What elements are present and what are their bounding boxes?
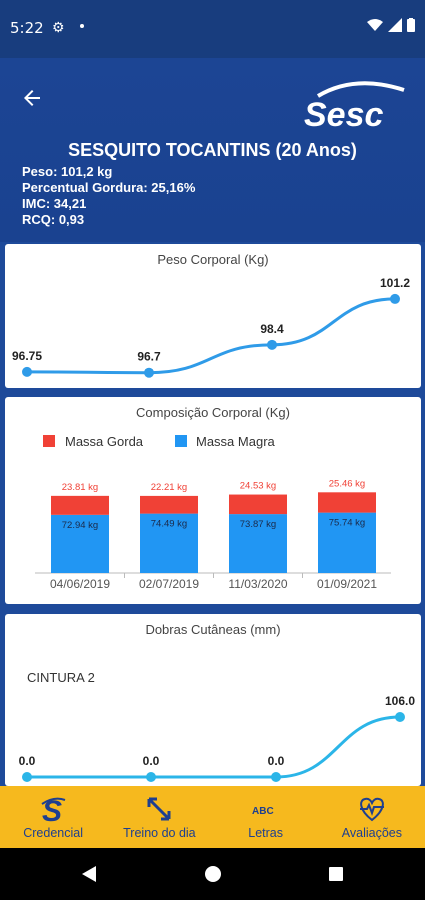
bar-label-massa-magra: 75.74 kg [329, 518, 365, 529]
weight-chart-card: Peso Corporal (Kg) 96.75 96.7 98.4 101.2 [5, 244, 421, 388]
bar-label-massa-magra: 74.49 kg [151, 519, 187, 530]
system-icons [367, 18, 415, 32]
back-triangle-icon[interactable] [80, 865, 98, 883]
nav-avaliacoes[interactable]: Avaliações [319, 786, 425, 848]
weight-point [390, 293, 400, 304]
legend-label-massa-gorda: Massa Gorda [65, 434, 144, 449]
info-rcq: RCQ: 0,93 [22, 212, 85, 227]
resize-arrows-icon [147, 797, 171, 821]
legend-label-massa-magra: Massa Magra [196, 434, 276, 449]
sesc-s-icon: S [41, 795, 66, 824]
bar-label-massa-gorda: 24.53 kg [240, 481, 276, 492]
weight-data-label: 96.7 [137, 350, 161, 364]
nav-label: Credencial [23, 826, 83, 840]
skinfold-point [395, 712, 405, 722]
profile-header: Sesc SESQUITO TOCANTINS (20 Anos) Peso: … [0, 58, 425, 242]
chart-title: Peso Corporal (Kg) [157, 252, 269, 267]
abc-icon: ABC [252, 806, 274, 817]
profile-info: Peso: 101,2 kg Percentual Gordura: 25,16… [22, 164, 195, 228]
skinfold-point [22, 772, 32, 782]
nav-credencial[interactable]: S Credencial [0, 786, 106, 848]
nav-letras[interactable]: ABC Letras [213, 786, 319, 848]
x-tick-label: 01/09/2021 [317, 577, 377, 591]
nav-label: Avaliações [341, 826, 402, 840]
skinfold-point [146, 772, 156, 782]
chart-title: Composição Corporal (Kg) [136, 405, 290, 420]
info-imc: IMC: 34,21 [22, 196, 87, 211]
x-tick-label: 11/03/2020 [228, 577, 287, 591]
nav-label: Letras [248, 826, 283, 840]
info-peso: Peso: 101,2 kg [22, 164, 113, 179]
system-navigation-bar [0, 848, 425, 900]
nav-label: Treino do dia [123, 826, 196, 840]
skinfold-data-label: 0.0 [268, 754, 285, 768]
weight-point [267, 339, 277, 350]
battery-icon [407, 18, 415, 32]
bar-massa-gorda [140, 495, 198, 514]
signal-icon [388, 18, 402, 32]
bar-label-massa-magra: 73.87 kg [240, 519, 276, 530]
weight-data-label: 98.4 [260, 322, 284, 336]
status-time: 5:22 [10, 19, 44, 37]
bar-massa-magra [229, 514, 287, 573]
x-tick-label: 04/06/2019 [50, 577, 110, 591]
bottom-navigation: S Credencial Treino do dia ABC Letras Av… [0, 786, 425, 848]
bar-massa-gorda [318, 492, 376, 513]
recents-square-icon[interactable] [328, 866, 344, 882]
info-percentual-gordura: Percentual Gordura: 25,16% [22, 180, 196, 195]
bar-massa-magra [318, 512, 376, 573]
bar-massa-magra [51, 514, 109, 573]
bar-label-massa-gorda: 22.21 kg [151, 482, 187, 493]
skinfold-data-label: 106.0 [385, 694, 415, 708]
wifi-icon [367, 19, 383, 31]
weight-point [144, 367, 154, 378]
skinfold-data-label: 0.0 [19, 754, 36, 768]
skinfold-chart-card: Dobras Cutâneas (mm) CINTURA 2 0.0 0.0 0.0… [5, 614, 421, 786]
legend-swatch-massa-gorda [43, 435, 55, 447]
chart-title: Dobras Cutâneas (mm) [145, 622, 281, 637]
sesc-logo: Sesc [304, 81, 405, 130]
bar-massa-magra [140, 513, 198, 573]
bar-massa-gorda [51, 495, 109, 515]
skinfold-series-line [27, 715, 401, 779]
notification-dot-icon [80, 24, 84, 28]
skinfold-data-label: 0.0 [143, 754, 160, 768]
skinfold-line-chart: 0.0 0.0 0.0 106.0 [19, 694, 415, 782]
nav-treino-do-dia[interactable]: Treino do dia [106, 786, 212, 848]
weight-data-label: 101.2 [380, 276, 410, 290]
legend-swatch-massa-magra [175, 435, 187, 447]
logo-text: Sesc [304, 96, 383, 130]
weight-data-label: 96.75 [12, 349, 42, 363]
bar-massa-gorda [229, 494, 287, 515]
svg-text:ABC: ABC [252, 806, 274, 817]
page-title: SESQUITO TOCANTINS (20 Anos) [68, 140, 357, 160]
bar-label-massa-gorda: 23.81 kg [62, 482, 98, 493]
heart-pulse-icon [359, 797, 384, 822]
settings-gear-icon: ⚙ [52, 19, 65, 35]
composition-bar-chart: Massa Gorda Massa Magra 72.94 kg 23.81 kg 04… [35, 434, 391, 591]
back-arrow-icon[interactable] [20, 86, 44, 110]
weight-series-line [26, 297, 396, 375]
bar-label-massa-gorda: 25.46 kg [329, 478, 365, 489]
status-bar: 5:22 ⚙ [0, 0, 425, 58]
weight-line-chart: 96.75 96.7 98.4 101.2 [12, 276, 410, 378]
x-tick-label: 02/07/2019 [139, 577, 199, 591]
series-label: CINTURA 2 [27, 670, 95, 685]
weight-point [22, 366, 32, 377]
composition-chart-card: Composição Corporal (Kg) Massa Gorda Mass… [5, 397, 421, 604]
skinfold-point [271, 772, 281, 782]
home-circle-icon[interactable] [204, 865, 222, 883]
bar-label-massa-magra: 72.94 kg [62, 520, 98, 531]
